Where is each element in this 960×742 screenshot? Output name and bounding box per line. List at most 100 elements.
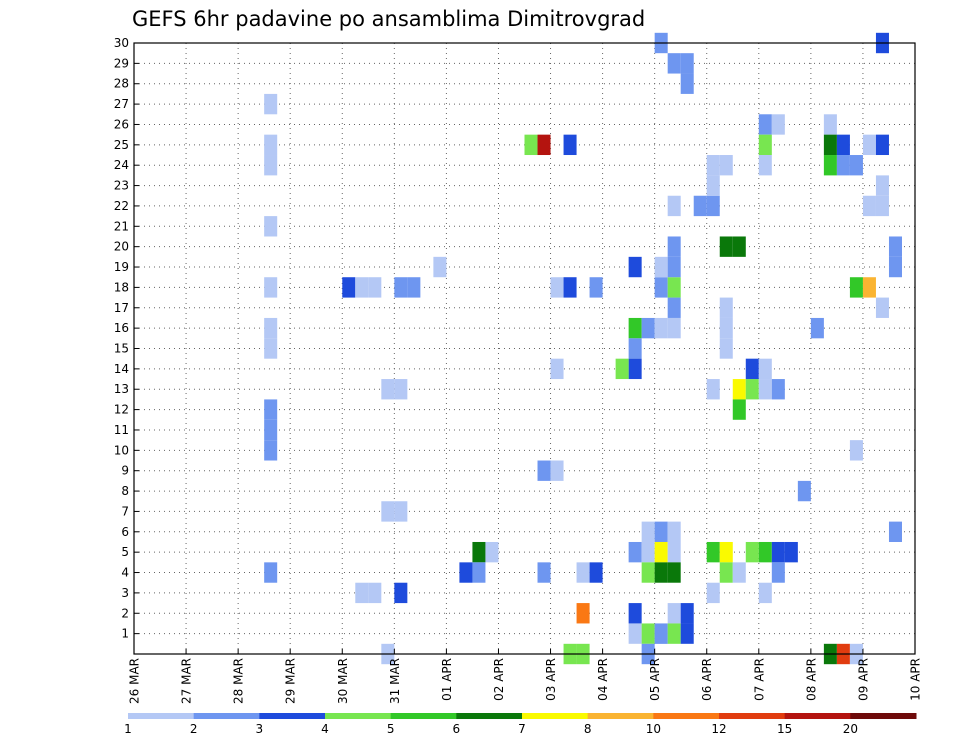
heatmap-cell <box>264 216 278 237</box>
heatmap-cell <box>706 379 720 400</box>
heatmap-cell <box>875 195 889 217</box>
heatmap-cell <box>264 277 278 298</box>
heatmap-cell <box>758 582 772 604</box>
colorbar-label: 7 <box>518 722 526 736</box>
colorbar-label: 4 <box>321 722 329 736</box>
heatmap-cell <box>849 277 863 298</box>
y-tick-label: 13 <box>114 382 129 396</box>
heatmap-cell <box>368 277 382 298</box>
y-tick-label: 28 <box>114 77 129 91</box>
colorbar-label: 20 <box>843 722 858 736</box>
y-tick-label: 7 <box>121 504 129 518</box>
heatmap-cell <box>771 562 785 583</box>
y-tick-label: 11 <box>114 423 129 437</box>
heatmap-cell <box>719 317 733 339</box>
heatmap-cell <box>264 562 278 583</box>
heatmap-cell <box>550 358 564 380</box>
heatmap-cell <box>667 195 681 217</box>
heatmap-cell <box>719 155 733 176</box>
heatmap-cell <box>654 541 668 563</box>
heatmap-cell <box>628 603 642 624</box>
heatmap-cell <box>758 134 772 156</box>
y-tick-label: 16 <box>114 321 129 335</box>
heatmap-cell <box>680 603 694 624</box>
heatmap-cell <box>641 541 655 563</box>
y-tick-label: 18 <box>114 280 129 294</box>
heatmap-cell <box>758 379 772 400</box>
heatmap-cell <box>680 623 694 644</box>
colorbar-label: 12 <box>711 722 726 736</box>
colorbar-label: 10 <box>646 722 661 736</box>
heatmap-cell <box>745 379 759 400</box>
y-tick-label: 20 <box>114 240 129 254</box>
heatmap-cell <box>667 277 681 298</box>
heatmap-cell <box>264 440 278 461</box>
heatmap-cell <box>667 236 681 257</box>
y-tick-label: 26 <box>114 117 129 131</box>
heatmap-cell <box>550 277 564 298</box>
heatmap-cell <box>862 134 876 156</box>
heatmap-cell <box>732 379 746 400</box>
y-tick-label: 30 <box>114 36 129 50</box>
y-tick-label: 21 <box>114 219 129 233</box>
heatmap-cell <box>667 603 681 624</box>
heatmap-cell <box>654 317 668 339</box>
heatmap-cell <box>771 541 785 563</box>
y-tick-label: 29 <box>114 56 129 70</box>
heatmap-cell <box>641 317 655 339</box>
heatmap-cell <box>875 134 889 156</box>
heatmap-cell <box>550 460 564 481</box>
colorbar-segment <box>259 713 326 719</box>
y-tick-label: 15 <box>114 342 129 356</box>
heatmap-cell <box>758 114 772 135</box>
y-tick-label: 5 <box>121 545 129 559</box>
heatmap-cell <box>680 53 694 74</box>
heatmap-cell <box>264 134 278 156</box>
colorbar-segment <box>325 713 392 719</box>
heatmap-cell <box>823 155 837 176</box>
heatmap-cell <box>459 562 473 583</box>
heatmap-cell <box>667 541 681 563</box>
heatmap-cell <box>589 562 603 583</box>
heatmap-cell <box>394 277 408 298</box>
heatmap-cell <box>667 53 681 74</box>
heatmap-cell <box>368 582 382 604</box>
heatmap-cell <box>758 155 772 176</box>
heatmap-cell <box>381 501 395 522</box>
heatmap-cell <box>732 236 746 257</box>
y-tick-label: 2 <box>121 606 129 620</box>
heatmap-cell <box>589 277 603 298</box>
x-tick-label: 02 APR <box>492 658 506 701</box>
y-tick-label: 3 <box>121 586 129 600</box>
heatmap-cell <box>667 297 681 318</box>
heatmap-cell <box>719 297 733 318</box>
x-tick-label: 07 APR <box>752 658 766 701</box>
heatmap-cell <box>836 155 850 176</box>
x-tick-label: 05 APR <box>648 658 662 701</box>
heatmap-cell <box>875 297 889 318</box>
heatmap-cell <box>264 338 278 359</box>
colorbar-label: 8 <box>584 722 592 736</box>
colorbar-segment <box>128 713 195 719</box>
heatmap-cell <box>888 236 902 257</box>
heatmap-cell <box>355 277 369 298</box>
colorbar: 1 2 3 4 5 6 7 8 10 12 15 20 <box>124 713 917 736</box>
y-tick-label: 8 <box>121 484 129 498</box>
heatmap-cell <box>563 277 577 298</box>
colorbar-segment <box>719 713 786 719</box>
heatmap-cell <box>836 134 850 156</box>
heatmap-cell <box>524 134 538 156</box>
colorbar-segment <box>653 713 720 719</box>
heatmap-cell <box>667 521 681 542</box>
heatmap-cell <box>264 93 278 115</box>
colorbar-label: 2 <box>190 722 198 736</box>
x-tick-label: 06 APR <box>700 658 714 701</box>
heatmap-cell <box>433 256 447 278</box>
heatmap-cell <box>641 521 655 542</box>
x-tick-label: 30 MAR <box>336 658 350 704</box>
y-tick-label: 10 <box>114 443 129 457</box>
heatmap-cell <box>784 541 798 563</box>
heatmap-cell <box>576 603 590 624</box>
colorbar-segment <box>850 713 917 719</box>
heatmap-cell <box>654 256 668 278</box>
